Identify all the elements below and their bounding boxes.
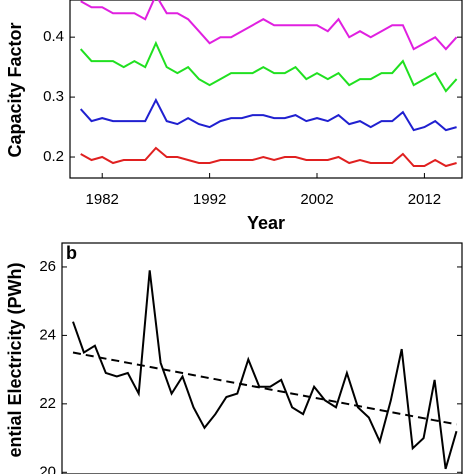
y-tick-label: 0.4 [43,28,64,45]
x-tick-label: 2012 [408,191,441,208]
panel-label: b [66,243,77,263]
data-line [79,40,458,93]
y-tick-label: 0.3 [43,88,64,105]
x-tick-label: 1982 [86,191,119,208]
plot-frame [69,0,463,179]
plot-frame [61,242,463,474]
y-tick-label: 20 [39,463,56,474]
y-tick-label: 26 [39,258,56,275]
data-line [80,146,457,168]
y-axis-title: Capacity Factor [5,22,25,157]
y-axis-title: ential Electricity (PWh) [5,262,25,457]
data-line [72,270,458,470]
y-tick-label: 0.2 [43,148,64,165]
x-axis-title: Year [247,213,285,233]
data-line [72,351,457,426]
x-tick-label: 2002 [300,191,333,208]
y-tick-label: 24 [39,326,56,343]
y-tick-label: 22 [39,395,56,412]
x-tick-label: 1992 [193,191,226,208]
data-line [79,97,457,132]
data-line [80,0,458,51]
